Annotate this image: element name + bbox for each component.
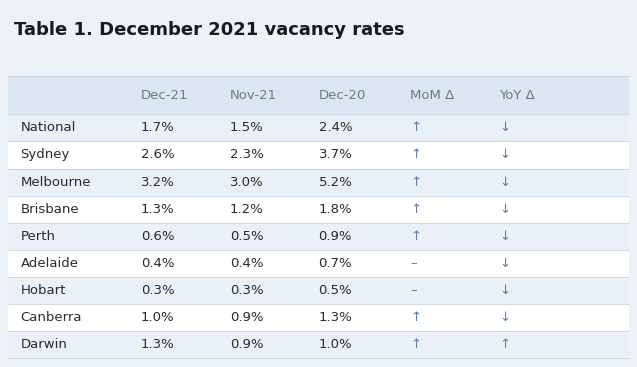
Text: ↑: ↑: [410, 121, 422, 134]
Text: ↓: ↓: [499, 149, 510, 161]
FancyBboxPatch shape: [8, 114, 629, 141]
Text: 0.4%: 0.4%: [141, 257, 175, 270]
Text: ↑: ↑: [410, 338, 422, 351]
Text: ↑: ↑: [410, 175, 422, 189]
Text: ↓: ↓: [499, 257, 510, 270]
Text: Hobart: Hobart: [20, 284, 66, 297]
Text: 0.6%: 0.6%: [141, 230, 175, 243]
Text: ↑: ↑: [410, 230, 422, 243]
Text: ↑: ↑: [410, 149, 422, 161]
Text: 0.7%: 0.7%: [318, 257, 352, 270]
Text: ↓: ↓: [499, 230, 510, 243]
FancyBboxPatch shape: [8, 277, 629, 304]
Text: Canberra: Canberra: [20, 311, 82, 324]
Text: 2.4%: 2.4%: [318, 121, 352, 134]
Text: Dec-21: Dec-21: [141, 89, 189, 102]
Text: 1.3%: 1.3%: [318, 311, 352, 324]
Text: Dec-20: Dec-20: [318, 89, 366, 102]
Text: 2.6%: 2.6%: [141, 149, 175, 161]
Text: Brisbane: Brisbane: [20, 203, 79, 216]
Text: 3.2%: 3.2%: [141, 175, 175, 189]
Text: National: National: [20, 121, 76, 134]
Text: MoM Δ: MoM Δ: [410, 89, 455, 102]
Text: ↑: ↑: [410, 311, 422, 324]
Text: 0.9%: 0.9%: [230, 311, 263, 324]
Text: Melbourne: Melbourne: [20, 175, 91, 189]
Text: 5.2%: 5.2%: [318, 175, 352, 189]
Text: 0.9%: 0.9%: [230, 338, 263, 351]
Text: Nov-21: Nov-21: [230, 89, 277, 102]
Text: 0.5%: 0.5%: [318, 284, 352, 297]
Text: 0.4%: 0.4%: [230, 257, 263, 270]
Text: ↓: ↓: [499, 121, 510, 134]
Text: 0.5%: 0.5%: [230, 230, 263, 243]
Text: YoY Δ: YoY Δ: [499, 89, 535, 102]
Text: 2.3%: 2.3%: [230, 149, 264, 161]
Text: 1.0%: 1.0%: [141, 311, 175, 324]
FancyBboxPatch shape: [8, 223, 629, 250]
Text: Table 1. December 2021 vacancy rates: Table 1. December 2021 vacancy rates: [14, 21, 404, 39]
Text: 1.5%: 1.5%: [230, 121, 264, 134]
Text: 1.8%: 1.8%: [318, 203, 352, 216]
Text: ↓: ↓: [499, 175, 510, 189]
FancyBboxPatch shape: [8, 331, 629, 358]
Text: 1.3%: 1.3%: [141, 338, 175, 351]
FancyBboxPatch shape: [8, 168, 629, 196]
Text: 3.0%: 3.0%: [230, 175, 263, 189]
Text: Adelaide: Adelaide: [20, 257, 78, 270]
Text: ↓: ↓: [499, 284, 510, 297]
Text: –: –: [410, 257, 417, 270]
Text: 0.3%: 0.3%: [230, 284, 263, 297]
Text: ↑: ↑: [410, 203, 422, 216]
Text: 0.9%: 0.9%: [318, 230, 352, 243]
Text: 0.3%: 0.3%: [141, 284, 175, 297]
FancyBboxPatch shape: [8, 141, 629, 168]
FancyBboxPatch shape: [8, 76, 629, 114]
FancyBboxPatch shape: [8, 250, 629, 277]
Text: ↓: ↓: [499, 203, 510, 216]
Text: 1.0%: 1.0%: [318, 338, 352, 351]
Text: Darwin: Darwin: [20, 338, 68, 351]
Text: Sydney: Sydney: [20, 149, 70, 161]
Text: 1.2%: 1.2%: [230, 203, 264, 216]
Text: Perth: Perth: [20, 230, 55, 243]
Text: –: –: [410, 284, 417, 297]
Text: ↓: ↓: [499, 311, 510, 324]
FancyBboxPatch shape: [8, 196, 629, 223]
FancyBboxPatch shape: [8, 304, 629, 331]
Text: 1.3%: 1.3%: [141, 203, 175, 216]
Text: 3.7%: 3.7%: [318, 149, 352, 161]
Text: 1.7%: 1.7%: [141, 121, 175, 134]
Text: ↑: ↑: [499, 338, 510, 351]
